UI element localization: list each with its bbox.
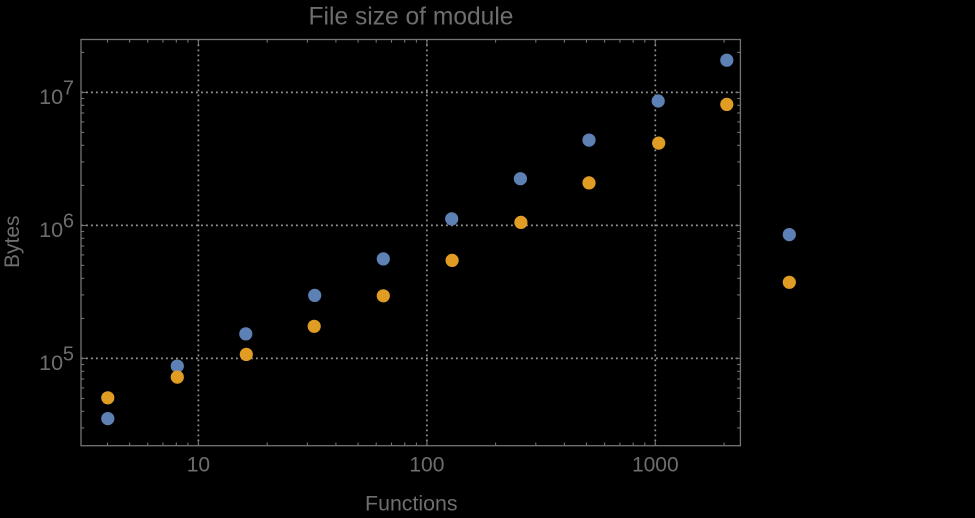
svg-text:100: 100 xyxy=(409,453,444,476)
svg-text:File size of module: File size of module xyxy=(309,3,514,31)
svg-text:10: 10 xyxy=(39,352,63,375)
svg-text:Functions: Functions xyxy=(365,492,458,513)
svg-text:6: 6 xyxy=(63,211,74,233)
svg-text:10: 10 xyxy=(39,219,63,242)
svg-text:Bytes: Bytes xyxy=(1,215,24,268)
svg-text:1000: 1000 xyxy=(632,453,679,476)
svg-text:7: 7 xyxy=(63,78,74,100)
svg-text:10: 10 xyxy=(187,453,210,476)
svg-text:5: 5 xyxy=(63,344,74,366)
svg-text:10: 10 xyxy=(39,86,63,109)
